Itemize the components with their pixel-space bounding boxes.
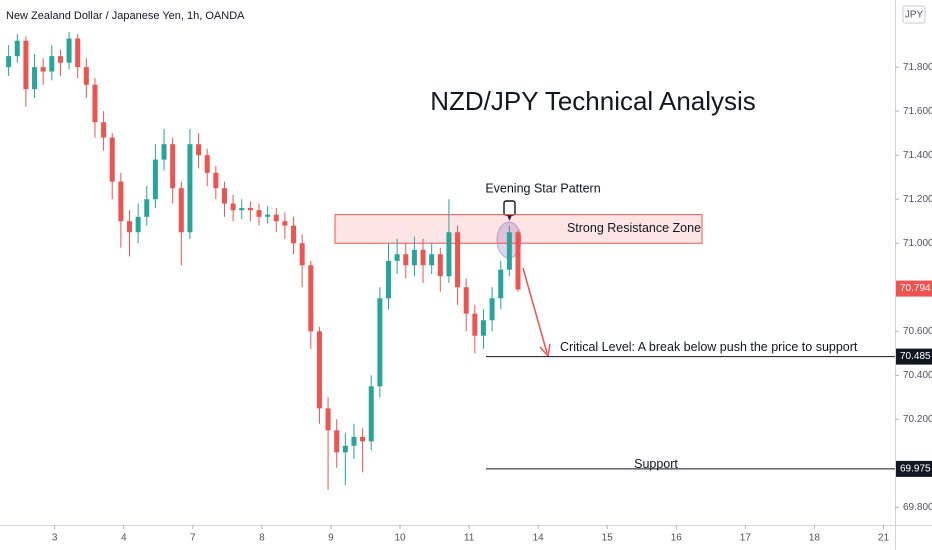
candle-body (437, 254, 443, 277)
candle-body (118, 181, 124, 222)
candle-body (411, 249, 417, 266)
last-price-label: 70.794 (900, 283, 931, 294)
candle-body (446, 232, 452, 277)
x-tick-label: 10 (394, 533, 406, 544)
y-tick-label: 70.600 (903, 326, 932, 337)
candle-body (316, 331, 322, 409)
candle-body (101, 122, 107, 138)
candle-body (92, 84, 98, 123)
candle-body (429, 254, 435, 266)
candle-body (66, 38, 72, 63)
candle-body (368, 386, 374, 442)
x-tick-label: 8 (259, 533, 265, 544)
price-box (896, 460, 932, 477)
y-tick-label: 71.600 (903, 106, 932, 117)
x-tick-label: 18 (809, 533, 821, 544)
candle-body (386, 260, 392, 299)
price-box-label: 69.975 (900, 464, 931, 475)
candle-body (75, 38, 81, 68)
candle-body (480, 320, 486, 336)
x-tick-label: 16 (671, 533, 683, 544)
candle-body (204, 155, 210, 173)
candle-body (403, 254, 409, 266)
candle-body (472, 313, 478, 336)
price-box (896, 348, 932, 365)
candle-body (291, 225, 297, 244)
candle-body (325, 408, 331, 431)
y-tick-label: 69.800 (903, 502, 932, 513)
x-tick-label: 4 (121, 533, 127, 544)
candle-body (32, 67, 38, 90)
candle-body (420, 249, 426, 266)
zone-label: Strong Resistance Zone (567, 221, 701, 235)
candle-body (161, 144, 167, 160)
currency-label: JPY (905, 10, 924, 21)
x-tick-label: 11 (464, 533, 475, 544)
x-tick-label: 17 (740, 533, 752, 544)
candle-body (196, 144, 202, 156)
candle-body (135, 216, 141, 233)
candle-body (282, 221, 288, 226)
y-tick-label: 71.200 (903, 194, 932, 205)
candle-body (334, 430, 340, 453)
candle-body (83, 67, 89, 85)
arrow (522, 267, 551, 358)
candle-body (256, 210, 262, 217)
candle-body (273, 214, 279, 222)
candle-body (170, 144, 176, 189)
candle-body (455, 232, 461, 288)
candle-body (230, 203, 236, 211)
candle-body (23, 40, 29, 90)
candle-body (247, 208, 253, 211)
y-tick-label: 70.400 (903, 370, 932, 381)
x-tick-label: 21 (878, 533, 890, 544)
candle-body (178, 188, 184, 233)
x-tick-label: 9 (328, 533, 334, 544)
candle-body (360, 436, 366, 442)
candle-body (342, 445, 348, 453)
x-tick-label: 7 (190, 533, 196, 544)
chart-title: New Zealand Dollar / Japanese Yen, 1h, O… (6, 10, 245, 22)
candle-body (221, 188, 227, 204)
pattern-label: Evening Star Pattern (485, 181, 600, 195)
level-label: Support (634, 457, 678, 471)
candle-body (152, 159, 158, 200)
candle-body (498, 269, 504, 299)
candle-body (394, 254, 400, 261)
candle-body (187, 144, 193, 233)
candle-body (213, 172, 219, 189)
x-tick-label: 3 (52, 533, 58, 544)
level-label: Critical Level: A break below push the p… (560, 340, 858, 354)
y-tick-label: 71.000 (903, 238, 932, 249)
candle-body (463, 287, 469, 314)
x-tick-label: 14 (533, 533, 545, 544)
candle-body (6, 56, 12, 68)
currency-box (902, 5, 926, 24)
candle-body (239, 208, 245, 211)
candle-body (127, 221, 133, 233)
candle-body (299, 243, 305, 266)
candle-body (265, 214, 271, 217)
x-tick-label: 15 (602, 533, 614, 544)
candle-body (351, 436, 357, 446)
y-tick-label: 71.400 (903, 150, 932, 161)
candle-body (57, 56, 63, 63)
last-price-box (896, 280, 932, 297)
headline: NZD/JPY Technical Analysis (430, 86, 756, 116)
candle-body (489, 298, 495, 321)
candle-body (14, 40, 20, 57)
y-tick-label: 71.800 (903, 62, 932, 73)
candle-body (40, 67, 46, 72)
candle-body (515, 232, 521, 290)
candle-body (506, 232, 512, 270)
candle-body (49, 56, 55, 72)
candle-body (144, 199, 150, 217)
price-box-label: 70.485 (900, 351, 931, 362)
candle-body (308, 265, 314, 332)
y-tick-label: 70.200 (903, 414, 932, 425)
candle-body (377, 298, 383, 387)
candle-body (109, 137, 115, 182)
